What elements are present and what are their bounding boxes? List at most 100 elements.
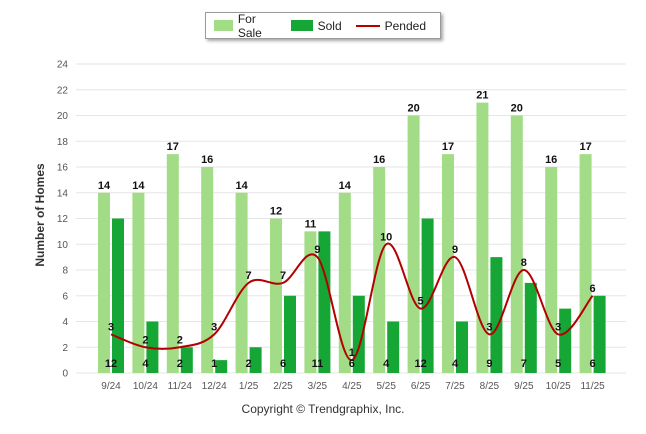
legend-label-for-sale: For Sale: [237, 11, 262, 40]
sold-value-label: 1: [211, 358, 217, 370]
pended-value-label: 3: [211, 321, 217, 333]
y-axis-title: Number of Homes: [33, 163, 47, 267]
bar-for-sale: [132, 192, 145, 373]
x-tick-label: 11/25: [580, 381, 605, 392]
bar-for-sale: [338, 192, 351, 373]
bar-for-sale: [476, 102, 489, 373]
for-sale-value-label: 11: [305, 218, 317, 230]
bar-for-sale: [166, 154, 179, 373]
bar-sold: [180, 347, 193, 373]
data-labels: 1412144172161142126111114616420121742192…: [98, 90, 596, 370]
pended-value-label: 8: [521, 257, 527, 269]
legend-label-sold: Sold: [317, 18, 342, 33]
bar-sold: [490, 257, 503, 373]
for-sale-value-label: 12: [270, 206, 282, 218]
grid-lines: [76, 63, 626, 374]
bar-for-sale: [442, 154, 454, 373]
pended-value-label: 2: [142, 334, 148, 346]
y-tick-label: 14: [57, 188, 69, 199]
x-tick-label: 10/24: [133, 381, 158, 392]
bar-sold: [421, 218, 434, 373]
y-tick-label: 2: [62, 343, 68, 354]
bar-sold: [387, 321, 400, 373]
bar-sold: [215, 360, 228, 373]
pended-value-label: 5: [418, 296, 424, 308]
bar-sold: [112, 218, 124, 373]
for-sale-value-label: 14: [339, 180, 352, 192]
for-sale-value-label: 21: [476, 90, 488, 102]
x-tick-label: 7/25: [445, 381, 465, 392]
pended-value-label: 3: [555, 321, 561, 333]
bar-sold: [249, 347, 262, 373]
y-tick-label: 24: [57, 60, 69, 71]
pended-value-label: 3: [486, 321, 492, 333]
bar-for-sale: [407, 115, 420, 373]
x-tick-label: 12/24: [202, 381, 227, 392]
y-tick-label: 18: [57, 137, 69, 148]
x-tick-label: 9/25: [514, 381, 534, 392]
bar-for-sale: [579, 154, 592, 373]
pended-series-line: [110, 242, 594, 362]
bar-sold: [456, 321, 468, 373]
for-sale-value-label: 14: [132, 180, 145, 192]
x-tick-label: 9/24: [101, 381, 121, 392]
y-tick-label: 12: [57, 214, 69, 225]
bar-sold: [559, 308, 572, 373]
bars: [98, 102, 606, 373]
y-tick-label: 20: [57, 111, 69, 122]
for-sale-value-label: 17: [167, 141, 179, 153]
sold-value-label: 6: [590, 358, 596, 370]
x-tick-label: 3/25: [308, 381, 328, 392]
bar-for-sale: [373, 167, 386, 373]
sold-value-label: 12: [105, 358, 117, 370]
pended-line: [110, 242, 594, 362]
for-sale-value-label: 16: [201, 154, 213, 166]
bar-for-sale: [201, 167, 214, 373]
bar-for-sale: [545, 167, 558, 373]
legend-item-pended[interactable]: Pended: [355, 19, 426, 33]
for-sale-value-label: 17: [442, 141, 454, 153]
y-tick-label: 0: [62, 369, 68, 380]
legend: For Sale Sold Pended: [205, 12, 441, 40]
y-tick-label: 10: [57, 240, 69, 251]
sold-value-label: 11: [312, 358, 324, 370]
x-axis-ticks: 9/24 10/24 11/24 12/24 1/25 2/25 3/25 4/25 5/25 6…: [101, 381, 605, 392]
x-tick-label: 2/25: [273, 381, 293, 392]
sold-value-label: 2: [177, 358, 183, 370]
bar-sold: [593, 295, 606, 373]
y-tick-label: 4: [62, 317, 68, 328]
sold-value-label: 4: [383, 358, 390, 370]
sold-swatch: [290, 20, 313, 31]
for-sale-swatch: [214, 20, 233, 31]
sold-value-label: 2: [246, 358, 252, 370]
y-tick-label: 22: [57, 85, 69, 96]
for-sale-value-label: 20: [511, 103, 523, 115]
y-tick-label: 8: [62, 266, 68, 277]
legend-item-sold[interactable]: Sold: [290, 18, 342, 33]
pended-value-label: 1: [349, 347, 355, 359]
bar-for-sale: [235, 192, 248, 373]
for-sale-value-label: 14: [98, 180, 111, 192]
x-tick-label: 5/25: [376, 381, 396, 392]
pended-value-label: 3: [108, 321, 114, 333]
bar-for-sale: [304, 231, 317, 373]
bar-sold: [146, 321, 159, 373]
x-tick-label: 10/25: [546, 381, 571, 392]
for-sale-value-label: 16: [545, 154, 557, 166]
pended-value-label: 6: [590, 283, 596, 295]
y-tick-label: 16: [57, 163, 69, 174]
bar-for-sale: [270, 218, 282, 373]
pended-value-label: 9: [314, 244, 320, 256]
pended-value-label: 9: [452, 244, 458, 256]
pended-value-label: 7: [246, 270, 252, 282]
sold-value-label: 6: [349, 358, 355, 370]
copyright-text: Copyright © Trendgraphix, Inc.: [241, 402, 405, 416]
pended-value-label: 7: [280, 270, 286, 282]
bar-for-sale: [98, 192, 110, 373]
for-sale-value-label: 17: [579, 141, 591, 153]
x-tick-label: 6/25: [411, 381, 431, 392]
x-tick-label: 4/25: [342, 381, 362, 392]
legend-item-for-sale[interactable]: For Sale: [214, 12, 277, 40]
